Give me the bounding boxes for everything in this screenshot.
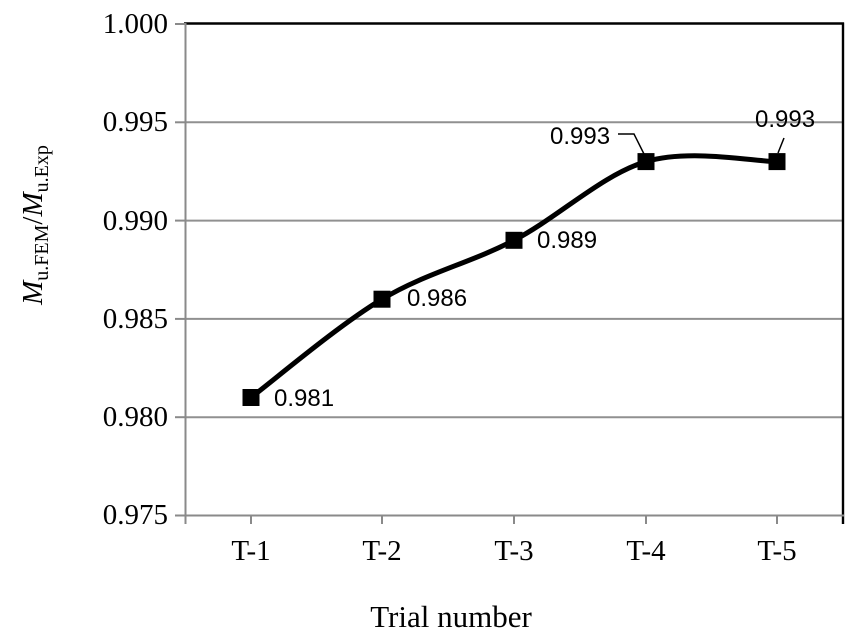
x-tick-label: T-5: [757, 535, 797, 567]
data-label: 0.993: [550, 123, 611, 150]
x-axis-ticks: [250, 516, 778, 524]
x-tick-label: T-4: [626, 535, 666, 567]
data-label: 0.981: [274, 385, 335, 412]
y-axis-ticks: [175, 23, 185, 517]
y-tick-label: 1.000: [102, 8, 168, 40]
x-tick-label: T-3: [494, 535, 534, 567]
series-markers: [242, 153, 786, 406]
data-label: 0.993: [755, 106, 816, 133]
x-tick-label: T-2: [362, 535, 402, 567]
y-axis-title-sub2: u.Exp: [31, 145, 53, 193]
label-leader-lines: [618, 133, 785, 155]
y-tick-label: 0.985: [102, 303, 168, 335]
x-axis-title: Trial number: [370, 599, 532, 634]
axes: [184, 23, 844, 524]
x-tick-label: T-1: [231, 535, 271, 567]
plot-border: [184, 22, 845, 524]
y-axis-title-m1: M: [17, 280, 49, 305]
data-label: 0.989: [537, 227, 598, 254]
gridlines: [186, 121, 843, 419]
series-line: [248, 153, 780, 400]
y-axis-title-m2: M: [17, 192, 49, 217]
y-tick-label: 0.990: [102, 205, 168, 237]
y-axis-title-slash: /: [17, 216, 49, 225]
y-tick-label: 0.975: [102, 499, 168, 531]
data-label: 0.986: [407, 285, 468, 312]
y-tick-label: 0.980: [102, 401, 168, 433]
y-tick-label: 0.995: [102, 106, 168, 138]
